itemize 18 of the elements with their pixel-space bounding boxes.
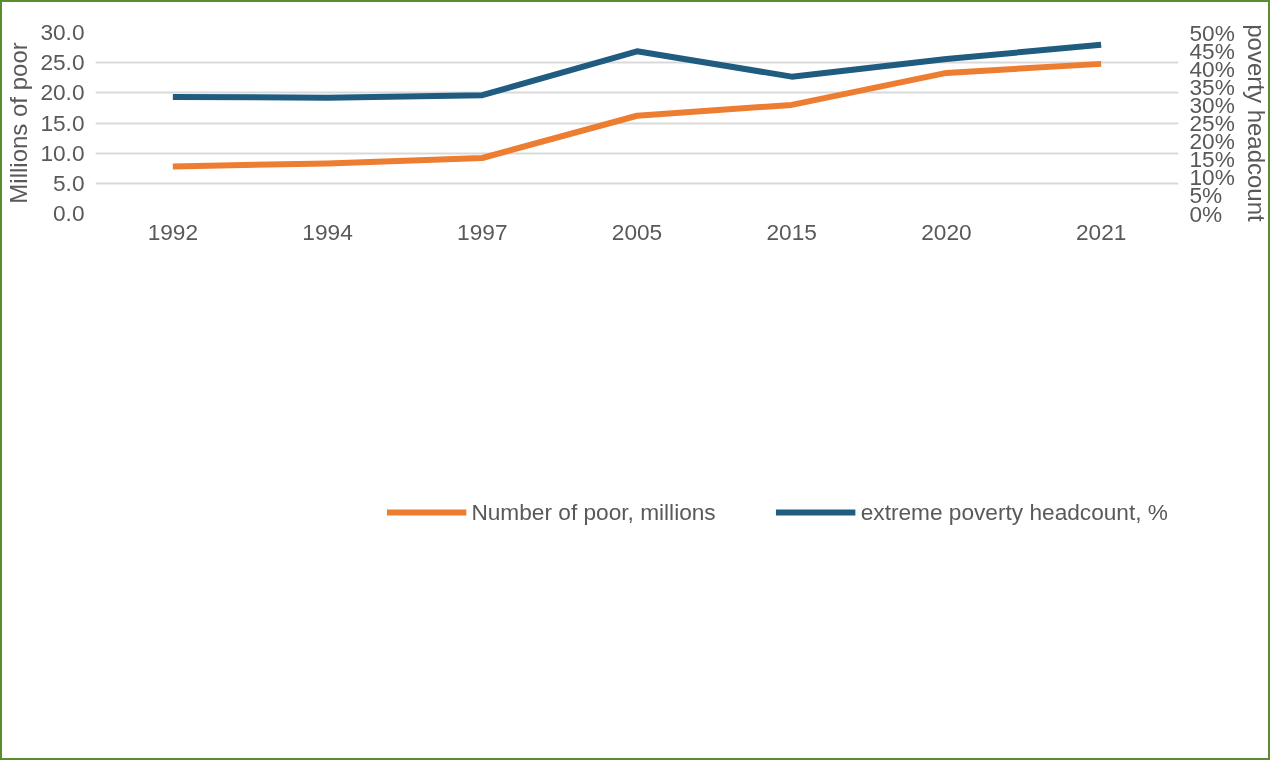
y-axis-title: Millions of poor	[5, 42, 33, 204]
y-tick-label: 10.0	[40, 139, 85, 166]
x-tick-label: 1992	[147, 218, 199, 245]
x-tick-label: 2020	[921, 218, 972, 245]
x-tick-label: 1997	[457, 218, 508, 245]
y-tick-label: 20.0	[40, 79, 85, 106]
y-tick-label: 25.0	[40, 49, 85, 76]
x-tick-label: 2021	[1075, 218, 1127, 245]
y-tick-label: 30.0	[40, 19, 85, 45]
y2-axis-title: poverty headcount	[1242, 24, 1270, 223]
legend-label: Number of poor, millions	[471, 498, 716, 526]
x-tick-label: 1994	[302, 218, 353, 245]
y-tick-label: 15.0	[40, 109, 85, 136]
x-tick-label: 2005	[611, 218, 663, 245]
x-tick-label: 2015	[766, 218, 817, 245]
y-tick-label: 5.0	[53, 169, 85, 196]
y-tick-label: 0.0	[53, 200, 85, 226]
legend-label: extreme poverty headcount, %	[860, 498, 1168, 526]
